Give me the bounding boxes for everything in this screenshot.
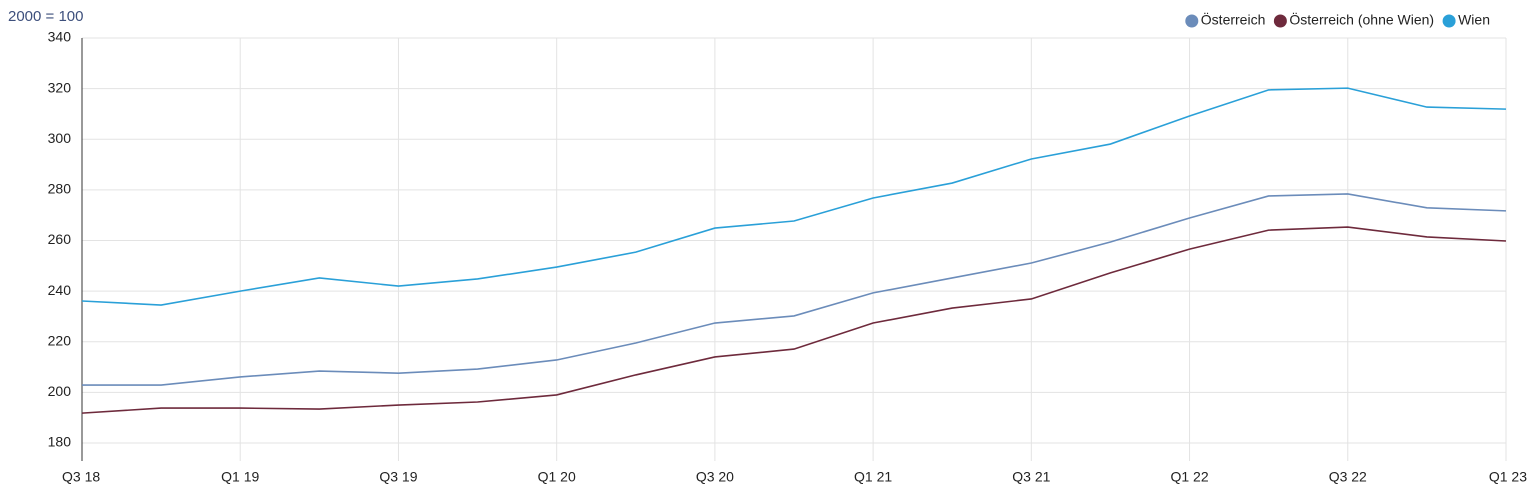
legend-marker	[1442, 14, 1456, 28]
x-tick-label: Q1 20	[538, 469, 576, 485]
y-tick-label: 280	[48, 181, 72, 197]
x-tick-label: Q1 22	[1170, 469, 1208, 485]
y-tick-label: 220	[48, 332, 72, 348]
legend-label: Österreich	[1201, 11, 1266, 28]
series-line	[82, 193, 1507, 386]
series-line	[81, 87, 1507, 306]
series-line	[81, 226, 1507, 414]
legend-label: Wien	[1458, 12, 1490, 28]
x-tick-label: Q3 21	[1012, 469, 1050, 485]
x-tick-label: Q1 21	[854, 469, 892, 485]
x-tick-label: Q3 19	[379, 469, 417, 485]
y-tick-label: 180	[48, 434, 72, 450]
x-tick-label: Q3 18	[62, 469, 100, 485]
y-tick-label: 320	[48, 79, 72, 95]
y-tick-label: 260	[48, 231, 72, 247]
legend-marker	[1273, 14, 1287, 28]
x-tick-label: Q1 19	[221, 469, 259, 485]
legend-label: Österreich (ohne Wien)	[1289, 11, 1434, 28]
y-tick-label: 300	[48, 130, 72, 146]
y-tick-label: 200	[48, 383, 72, 399]
y-tick-label: 340	[48, 29, 72, 45]
legend-marker	[1185, 14, 1199, 28]
x-tick-label: Q3 22	[1329, 469, 1367, 485]
x-tick-label: Q3 20	[696, 469, 734, 485]
x-tick-label: Q1 23	[1489, 469, 1527, 485]
y-axis-label: 2000 = 100	[8, 8, 84, 25]
y-tick-label: 240	[48, 282, 72, 298]
